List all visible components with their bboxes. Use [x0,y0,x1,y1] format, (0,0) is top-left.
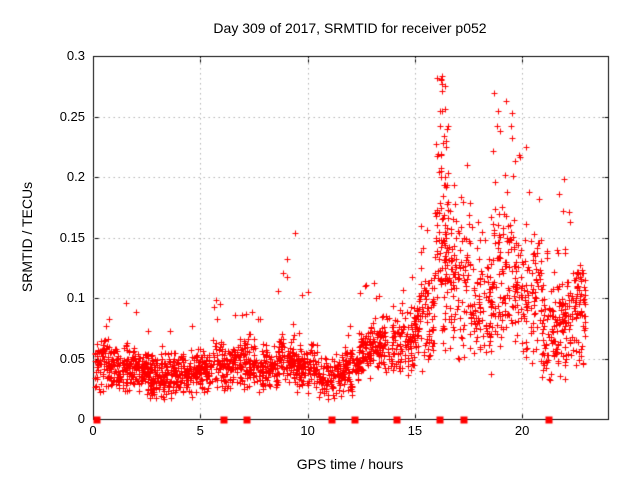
y-tick-label: 0.15 [59,229,85,245]
x-tick-label: 0 [89,423,97,438]
y-tick-label: 0.2 [66,169,85,184]
x-axis-label: GPS time / hours [296,456,404,472]
y-tick-label: 0.1 [66,290,85,305]
y-tick-label: 0.25 [59,108,85,124]
x-tick-label: 15 [407,423,423,438]
x-tick-label: 10 [300,423,315,438]
x-tick-label: 5 [196,423,204,438]
y-tick-label: 0.05 [59,350,85,366]
y-tick-label: 0.3 [66,48,85,63]
chart-title: Day 309 of 2017, SRMTID for receiver p05… [213,20,487,36]
x-tick-label: 20 [514,423,530,438]
y-tick-label: 0 [77,411,85,426]
